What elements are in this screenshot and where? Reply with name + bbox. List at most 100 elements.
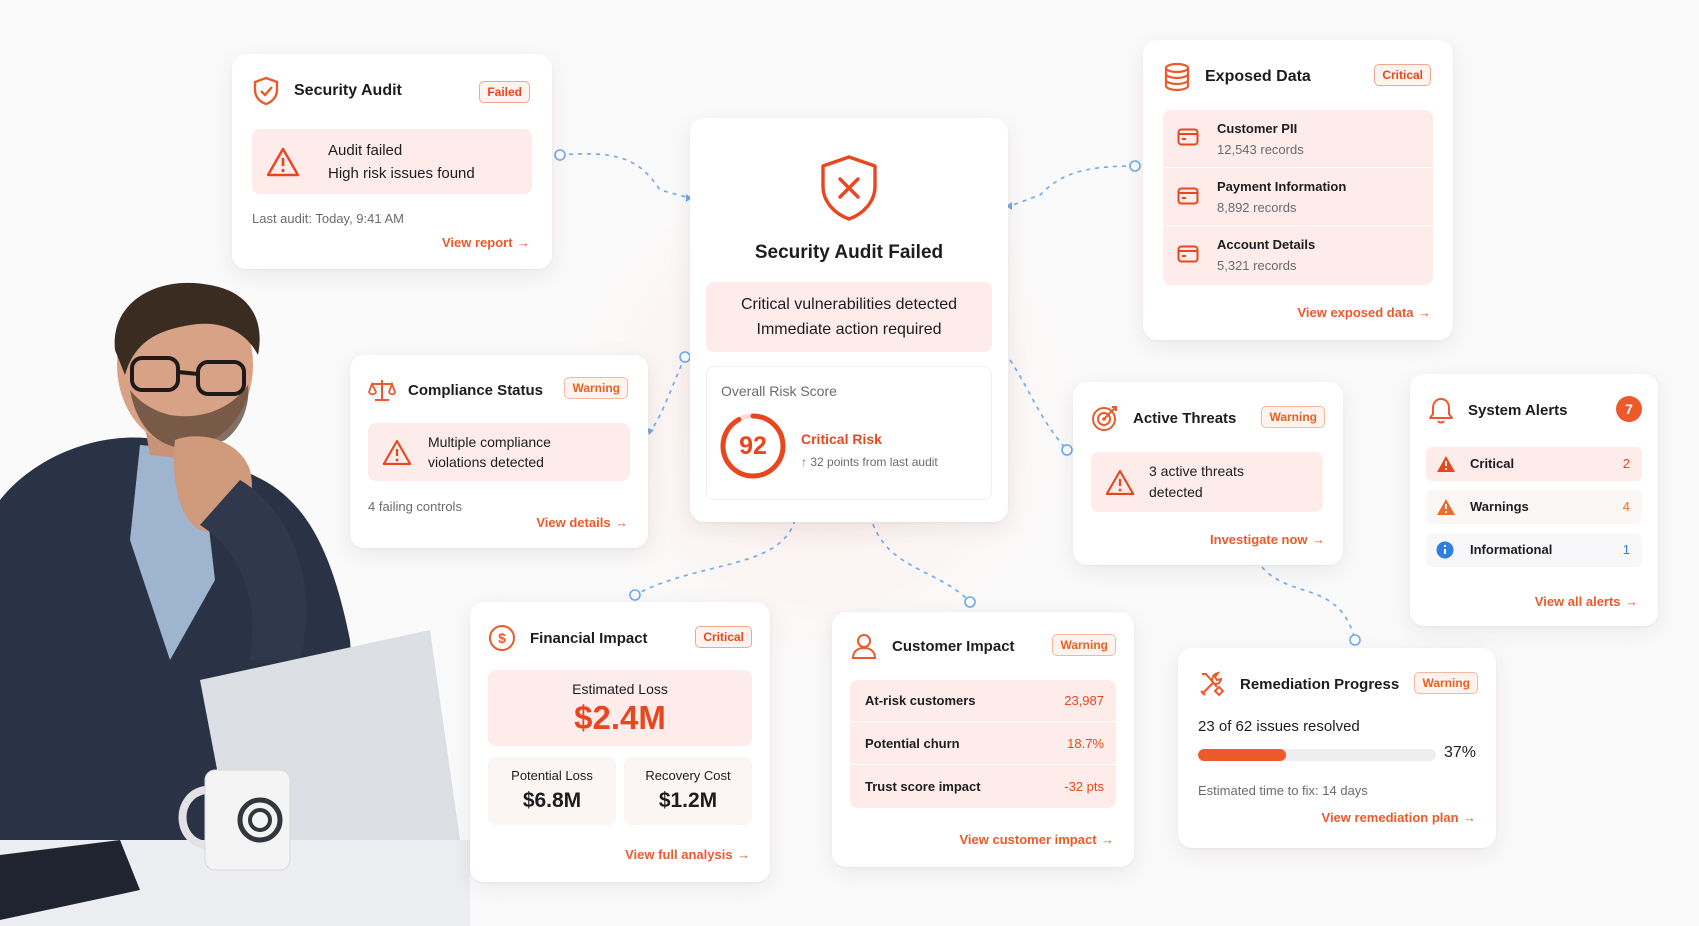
recovery-cost-box: Recovery Cost $1.2M [624, 757, 752, 825]
view-report-link[interactable]: View report → [442, 234, 530, 252]
investigate-now-link[interactable]: Investigate now → [1210, 531, 1325, 549]
list-item[interactable]: Account Details 5,321 records [1163, 226, 1433, 284]
warning-alert-icon [1436, 498, 1456, 516]
remediation-progress-bar [1198, 749, 1436, 761]
view-customer-impact-link[interactable]: View customer impact → [960, 831, 1115, 849]
warning-icon [266, 147, 300, 177]
arrow-right-icon: → [1101, 832, 1114, 847]
estimated-loss-box: Estimated Loss $2.4M [488, 670, 752, 746]
link-label: View remediation plan [1321, 810, 1459, 825]
alert-value: 2 [1622, 456, 1630, 471]
arrow-right-icon: → [615, 515, 628, 530]
user-icon [850, 632, 878, 660]
center-title: Security Audit Failed [754, 242, 944, 263]
exposed-data-list: Customer PII 12,543 records Payment Info… [1163, 110, 1433, 285]
link-label: View report [441, 235, 513, 250]
list-item-value: 5,321 records [1217, 258, 1297, 273]
warning-icon [382, 439, 412, 466]
status-badge: Failed [479, 81, 530, 103]
alert-label: Warnings [1470, 499, 1529, 514]
list-item-value: 8,892 records [1217, 200, 1297, 215]
issues-resolved-text: 23 of 62 issues resolved [1198, 718, 1360, 735]
status-badge: Warning [1414, 672, 1478, 694]
alert-line-1: 3 active threats [1149, 463, 1244, 479]
list-item-label: Customer PII [1217, 121, 1298, 136]
arrow-up-icon: ↑ [801, 455, 811, 469]
view-remediation-plan-link[interactable]: View remediation plan → [1322, 809, 1476, 827]
alert-row-warnings[interactable]: Warnings 4 [1426, 490, 1642, 524]
status-badge: Warning [1261, 406, 1325, 428]
database-icon [1163, 62, 1191, 92]
alert-line-2: violations detected [428, 454, 544, 470]
alert-value: 1 [1622, 542, 1630, 557]
status-badge: Critical [695, 626, 752, 648]
tools-icon [1198, 670, 1226, 698]
status-badge: Critical [1374, 64, 1431, 86]
progress-fill [1198, 749, 1287, 761]
card-title: Exposed Data [1205, 68, 1311, 85]
list-item-label: Account Details [1217, 237, 1316, 252]
view-details-link[interactable]: View details → [536, 514, 628, 532]
risk-score-label: Overall Risk Score [721, 383, 837, 399]
delta-text: 32 points from last audit [810, 455, 938, 469]
person-at-laptop-image [0, 282, 470, 926]
last-audit-text: Last audit: Today, 9:41 AM [252, 211, 405, 226]
estimated-loss-value: $2.4M [574, 699, 666, 736]
dollar-circle-icon: $ [488, 624, 516, 652]
alert-line-2: detected [1149, 484, 1203, 500]
status-badge: Warning [564, 377, 628, 399]
risk-delta: ↑ 32 points from last audit [801, 455, 938, 469]
card-icon [1177, 187, 1199, 205]
view-exposed-data-link[interactable]: View exposed data → [1297, 304, 1431, 322]
compliance-status-card: Compliance Status Warning Multiple compl… [350, 355, 648, 548]
table-row: Trust score impact -32 pts [850, 766, 1116, 808]
bell-icon [1428, 396, 1454, 424]
row-value: -32 pts [1064, 779, 1104, 794]
svg-text:$: $ [498, 630, 506, 646]
link-label: Investigate now [1210, 532, 1308, 547]
list-item-value: 12,543 records [1217, 142, 1304, 157]
arrow-right-icon: → [517, 235, 530, 250]
remediation-progress-card: Remediation Progress Warning 23 of 62 is… [1178, 648, 1496, 848]
list-item-label: Payment Information [1217, 179, 1347, 194]
link-label: View full analysis [625, 847, 733, 862]
critical-alert-icon [1436, 455, 1456, 473]
message-line-1: Critical vulnerabilities detected [740, 296, 958, 313]
recovery-cost-value: $1.2M [658, 789, 718, 812]
customer-metrics-table: At-risk customers 23,987 Potential churn… [850, 680, 1116, 808]
card-title: Remediation Progress [1240, 675, 1400, 693]
view-all-alerts-link[interactable]: View all alerts → [1535, 593, 1638, 611]
list-item[interactable]: Customer PII 12,543 records [1163, 110, 1433, 168]
row-value: 18.7% [1067, 736, 1104, 751]
exposed-data-card: Exposed Data Critical Customer PII 12,54… [1143, 40, 1453, 340]
alert-box: Multiple compliance violations detected [368, 423, 630, 481]
row-label: Potential churn [865, 736, 960, 751]
arrow-right-icon: → [1312, 532, 1325, 547]
potential-loss-value: $6.8M [522, 789, 582, 812]
security-audit-card: Security Audit Failed Audit failed High … [232, 54, 552, 269]
shield-check-icon [252, 76, 280, 106]
financial-impact-card: $ Financial Impact Critical Estimated Lo… [470, 602, 770, 882]
card-title: Security Audit [294, 82, 402, 99]
arrow-right-icon: → [1463, 810, 1476, 825]
alert-row-critical[interactable]: Critical 2 [1426, 447, 1642, 481]
info-icon [1436, 541, 1454, 559]
card-title: Compliance Status [408, 381, 544, 399]
warning-icon [1105, 469, 1135, 496]
view-full-analysis-link[interactable]: View full analysis → [625, 846, 750, 864]
card-icon [1177, 128, 1199, 146]
estimated-loss-label: Estimated Loss [572, 681, 668, 697]
table-row: At-risk customers 23,987 [850, 680, 1116, 722]
list-item[interactable]: Payment Information 8,892 records [1163, 168, 1433, 226]
alert-line-1: Audit failed [328, 141, 403, 159]
row-label: At-risk customers [865, 693, 976, 708]
alert-line-1: Multiple compliance [428, 434, 551, 450]
risk-score-gauge: 92 [719, 412, 787, 480]
message-line-2: Immediate action required [756, 321, 942, 338]
card-title: Financial Impact [530, 629, 648, 647]
link-label: View exposed data [1297, 305, 1414, 320]
potential-loss-box: Potential Loss $6.8M [488, 757, 616, 825]
alert-row-informational[interactable]: Informational 1 [1426, 533, 1642, 567]
eta-text: Estimated time to fix: 14 days [1198, 783, 1368, 798]
failing-controls-text: 4 failing controls [368, 499, 462, 514]
